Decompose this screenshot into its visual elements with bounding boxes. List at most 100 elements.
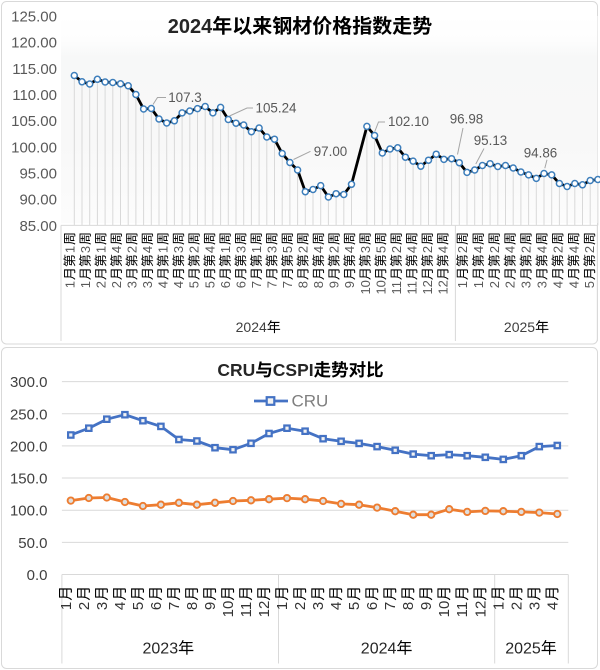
svg-text:1: 1 xyxy=(471,281,486,288)
svg-text:95.13: 95.13 xyxy=(474,133,508,148)
svg-text:3: 3 xyxy=(526,602,543,610)
svg-text:CRU: CRU xyxy=(217,360,255,380)
svg-text:9: 9 xyxy=(327,281,342,288)
svg-text:11: 11 xyxy=(454,602,471,618)
svg-text:105.00: 105.00 xyxy=(11,113,57,130)
svg-text:3: 3 xyxy=(125,281,140,288)
svg-text:1: 1 xyxy=(156,246,171,253)
svg-text:3: 3 xyxy=(78,246,93,253)
svg-text:CSPI: CSPI xyxy=(273,360,314,380)
svg-text:115.00: 115.00 xyxy=(12,61,57,78)
svg-text:1: 1 xyxy=(93,246,108,253)
svg-text:8: 8 xyxy=(400,602,417,610)
svg-text:4: 4 xyxy=(544,602,561,610)
svg-text:12: 12 xyxy=(472,601,489,618)
svg-text:7: 7 xyxy=(249,281,264,288)
svg-text:90.00: 90.00 xyxy=(19,192,57,209)
svg-text:1: 1 xyxy=(58,602,75,610)
svg-text:100.00: 100.00 xyxy=(11,139,57,156)
svg-text:4: 4 xyxy=(535,246,550,253)
svg-text:3: 3 xyxy=(94,602,111,610)
svg-text:10: 10 xyxy=(436,601,453,618)
svg-text:94.86: 94.86 xyxy=(524,146,558,161)
svg-text:10: 10 xyxy=(373,280,388,294)
svg-text:2: 2 xyxy=(420,246,435,253)
svg-text:5: 5 xyxy=(373,246,388,253)
svg-text:11: 11 xyxy=(389,281,404,295)
svg-text:2: 2 xyxy=(76,602,93,610)
svg-text:50.0: 50.0 xyxy=(18,535,47,552)
svg-text:95.00: 95.00 xyxy=(19,165,57,182)
svg-text:7: 7 xyxy=(280,281,295,288)
svg-text:6: 6 xyxy=(364,602,381,610)
svg-text:2: 2 xyxy=(125,246,140,253)
svg-text:4: 4 xyxy=(328,602,345,610)
svg-text:2: 2 xyxy=(519,246,534,253)
svg-text:8: 8 xyxy=(311,281,326,288)
svg-text:2: 2 xyxy=(582,246,597,253)
svg-text:2023: 2023 xyxy=(143,641,179,658)
svg-text:4: 4 xyxy=(566,281,581,288)
svg-text:3: 3 xyxy=(535,281,550,288)
svg-text:97.00: 97.00 xyxy=(314,144,348,159)
svg-text:4: 4 xyxy=(156,281,171,288)
svg-text:10: 10 xyxy=(220,601,237,618)
svg-text:1: 1 xyxy=(78,281,93,288)
svg-text:125.00: 125.00 xyxy=(11,8,57,25)
svg-text:1: 1 xyxy=(218,246,233,253)
svg-text:2: 2 xyxy=(487,246,502,253)
svg-text:1: 1 xyxy=(249,246,264,253)
svg-text:9: 9 xyxy=(202,602,219,610)
svg-text:3: 3 xyxy=(519,281,534,288)
svg-text:1: 1 xyxy=(62,246,77,253)
svg-text:2024: 2024 xyxy=(168,16,213,38)
svg-text:8: 8 xyxy=(184,602,201,610)
svg-text:105.24: 105.24 xyxy=(256,100,298,115)
svg-text:4: 4 xyxy=(311,246,326,253)
svg-text:9: 9 xyxy=(418,602,435,610)
svg-text:4: 4 xyxy=(503,246,518,253)
svg-text:2: 2 xyxy=(327,246,342,253)
svg-text:6: 6 xyxy=(233,281,248,288)
svg-text:120.00: 120.00 xyxy=(11,35,57,52)
svg-text:1: 1 xyxy=(274,602,291,610)
svg-text:12: 12 xyxy=(256,601,273,618)
svg-text:4: 4 xyxy=(471,246,486,253)
svg-text:3: 3 xyxy=(233,246,248,253)
svg-text:300.0: 300.0 xyxy=(10,374,48,391)
svg-text:4: 4 xyxy=(140,246,155,253)
svg-text:150.0: 150.0 xyxy=(10,471,48,488)
svg-text:2025: 2025 xyxy=(504,319,535,335)
svg-text:102.10: 102.10 xyxy=(388,114,429,129)
svg-text:5: 5 xyxy=(130,602,147,610)
svg-text:85.00: 85.00 xyxy=(19,218,57,235)
svg-text:110.00: 110.00 xyxy=(12,87,57,104)
svg-text:12: 12 xyxy=(420,280,435,294)
svg-text:2024: 2024 xyxy=(361,641,397,658)
svg-text:3: 3 xyxy=(171,246,186,253)
svg-text:11: 11 xyxy=(404,281,419,295)
svg-text:9: 9 xyxy=(342,281,357,288)
svg-text:7: 7 xyxy=(382,602,399,610)
svg-text:3: 3 xyxy=(264,246,279,253)
svg-text:4: 4 xyxy=(404,246,419,253)
svg-text:7: 7 xyxy=(166,602,183,610)
svg-text:2: 2 xyxy=(455,246,470,253)
svg-text:6: 6 xyxy=(218,281,233,288)
svg-text:4: 4 xyxy=(436,246,451,253)
svg-text:2024: 2024 xyxy=(236,319,267,335)
svg-text:2: 2 xyxy=(389,246,404,253)
svg-text:1: 1 xyxy=(62,281,77,288)
svg-text:2: 2 xyxy=(296,246,311,253)
svg-text:3: 3 xyxy=(358,246,373,253)
svg-text:2: 2 xyxy=(187,246,202,253)
svg-text:2: 2 xyxy=(550,246,565,253)
svg-text:1: 1 xyxy=(455,281,470,288)
svg-text:4: 4 xyxy=(202,246,217,253)
svg-text:2: 2 xyxy=(93,281,108,288)
svg-text:100.0: 100.0 xyxy=(10,503,48,520)
svg-text:1: 1 xyxy=(490,602,507,610)
svg-text:5: 5 xyxy=(202,281,217,288)
svg-text:4: 4 xyxy=(566,246,581,253)
svg-text:3: 3 xyxy=(140,281,155,288)
